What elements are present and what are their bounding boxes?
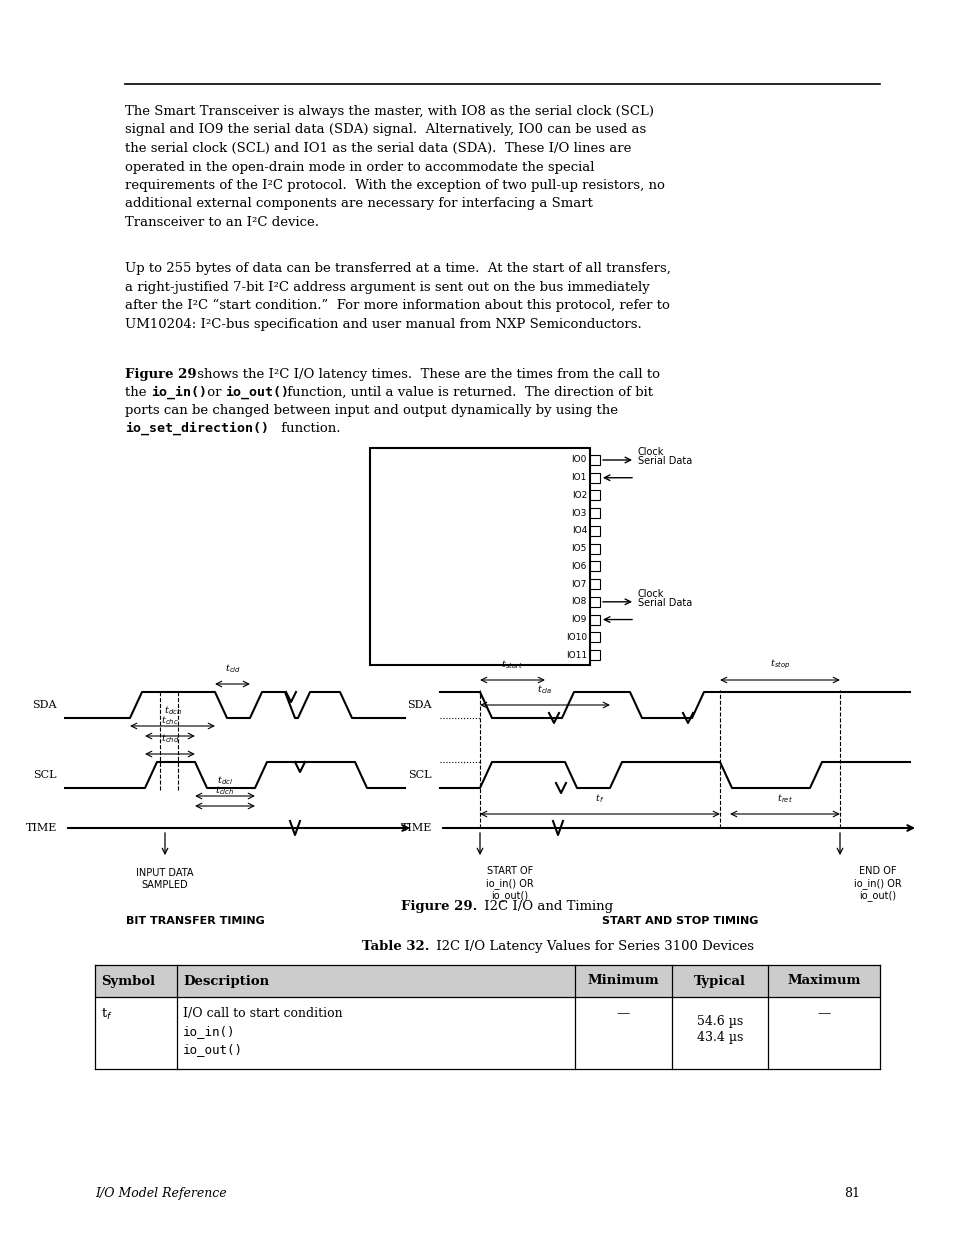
Text: 81: 81: [843, 1187, 859, 1200]
Bar: [95, 965, 879, 997]
Text: I2C I/O Latency Values for Series 3100 Devices: I2C I/O Latency Values for Series 3100 D…: [432, 940, 753, 953]
Text: Symbol: Symbol: [101, 974, 155, 988]
Text: END OF
io_in() OR
io_out(): END OF io_in() OR io_out(): [853, 866, 901, 902]
Bar: [589, 454, 599, 466]
Text: Minimum: Minimum: [587, 974, 659, 988]
Text: Maximum: Maximum: [786, 974, 860, 988]
Text: I/O Model Reference: I/O Model Reference: [95, 1187, 227, 1200]
Text: t$_f$: t$_f$: [101, 1007, 112, 1023]
Text: t$_{chd}$: t$_{chd}$: [161, 732, 179, 745]
Text: SDA: SDA: [32, 700, 57, 710]
Text: TIME: TIME: [400, 823, 432, 832]
Text: io_in(): io_in(): [151, 387, 207, 399]
Text: t$_f$: t$_f$: [595, 792, 604, 805]
Text: IO1: IO1: [571, 473, 586, 482]
Text: t$_{start}$: t$_{start}$: [501, 658, 523, 671]
Text: The Smart Transceiver is always the master, with IO8 as the serial clock (SCL)
s: The Smart Transceiver is always the mast…: [125, 105, 664, 228]
Text: IO5: IO5: [571, 545, 586, 553]
Text: BIT TRANSFER TIMING: BIT TRANSFER TIMING: [126, 916, 264, 926]
Bar: [589, 543, 599, 553]
Text: Figure 29.: Figure 29.: [400, 900, 476, 913]
Bar: [589, 597, 599, 606]
Text: Description: Description: [183, 974, 269, 988]
Text: INPUT DATA
SAMPLED: INPUT DATA SAMPLED: [136, 868, 193, 889]
Text: t$_{dch}$: t$_{dch}$: [163, 704, 181, 718]
Text: io_out(): io_out(): [183, 1044, 243, 1056]
Text: START AND STOP TIMING: START AND STOP TIMING: [601, 916, 758, 926]
Text: IO11: IO11: [565, 651, 586, 659]
Text: t$_{dcl}$: t$_{dcl}$: [216, 774, 233, 787]
Text: or: or: [203, 387, 226, 399]
Text: IO3: IO3: [571, 509, 586, 517]
Text: io_in(): io_in(): [183, 1025, 235, 1037]
Text: IO4: IO4: [571, 526, 586, 536]
Text: —: —: [817, 1007, 830, 1020]
Text: function, until a value is returned.  The direction of bit: function, until a value is returned. The…: [283, 387, 652, 399]
Text: IO7: IO7: [571, 579, 586, 589]
Text: Figure 29: Figure 29: [125, 368, 196, 382]
Text: SCL: SCL: [33, 769, 57, 781]
Text: io_set_direction(): io_set_direction(): [125, 422, 269, 436]
Bar: [589, 615, 599, 625]
Text: SCL: SCL: [408, 769, 432, 781]
Text: IO9: IO9: [571, 615, 586, 624]
Text: IO6: IO6: [571, 562, 586, 571]
Bar: [370, 448, 589, 664]
Text: Typical: Typical: [693, 974, 745, 988]
Text: IO8: IO8: [571, 598, 586, 606]
Text: TIME: TIME: [26, 823, 57, 832]
Bar: [589, 579, 599, 589]
Text: START OF
io_in() OR
io_out(): START OF io_in() OR io_out(): [486, 866, 534, 902]
Text: IO2: IO2: [571, 492, 586, 500]
Text: Serial Data: Serial Data: [638, 598, 692, 608]
Text: io_out(): io_out(): [225, 387, 289, 399]
Text: I2C I/O and Timing: I2C I/O and Timing: [479, 900, 613, 913]
Text: t$_{cld}$: t$_{cld}$: [224, 662, 240, 676]
Text: t$_{chc}$: t$_{chc}$: [161, 714, 178, 727]
Bar: [589, 508, 599, 519]
Text: t$_{ret}$: t$_{ret}$: [777, 792, 792, 805]
Text: Clock: Clock: [638, 447, 663, 457]
Bar: [589, 473, 599, 483]
Text: t$_{cla}$: t$_{cla}$: [537, 683, 552, 697]
Text: Clock: Clock: [638, 589, 663, 599]
Bar: [589, 526, 599, 536]
Bar: [589, 490, 599, 500]
Text: —: —: [617, 1007, 630, 1020]
Text: I/O call to start condition: I/O call to start condition: [183, 1007, 342, 1020]
Text: Up to 255 bytes of data can be transferred at a time.  At the start of all trans: Up to 255 bytes of data can be transferr…: [125, 262, 670, 331]
Text: t$_{stop}$: t$_{stop}$: [769, 657, 789, 671]
Text: t$_{clch}$: t$_{clch}$: [215, 784, 234, 797]
Bar: [589, 632, 599, 642]
Text: Table 32.: Table 32.: [362, 940, 430, 953]
Text: Serial Data: Serial Data: [638, 456, 692, 466]
Text: the: the: [125, 387, 151, 399]
Text: ports can be changed between input and output dynamically by using the: ports can be changed between input and o…: [125, 404, 618, 417]
Text: IO0: IO0: [571, 456, 586, 464]
Bar: [589, 650, 599, 659]
Text: function.: function.: [276, 422, 340, 435]
Text: 43.4 µs: 43.4 µs: [696, 1031, 742, 1044]
Text: shows the I²C I/O latency times.  These are the times from the call to: shows the I²C I/O latency times. These a…: [193, 368, 659, 382]
Bar: [589, 562, 599, 572]
Text: IO10: IO10: [565, 632, 586, 642]
Text: 54.6 µs: 54.6 µs: [696, 1015, 742, 1028]
Text: SDA: SDA: [407, 700, 432, 710]
